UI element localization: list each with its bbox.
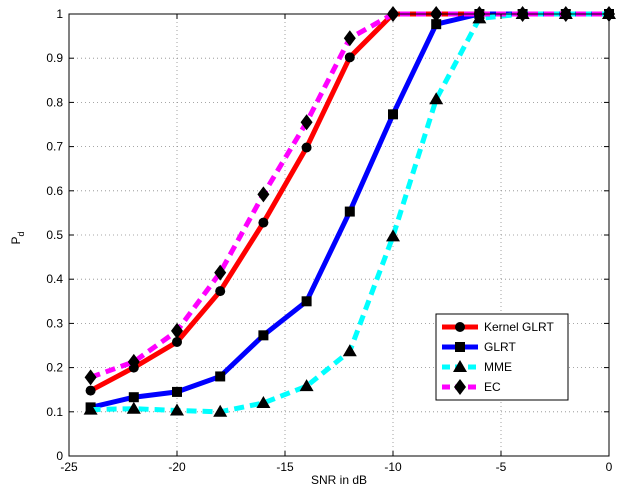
- legend-marker-ec: [454, 379, 466, 395]
- data-point-glrt: [344, 206, 355, 217]
- data-point-ec: [171, 322, 183, 339]
- ticks: -25 -20 -15 -10 -5 0 0 0.1 0.2 0.3 0.4 0.5 0.6 0.7 0.8…: [46, 7, 612, 474]
- legend-label-ec: EC: [484, 380, 501, 394]
- y-tick-label: 0: [56, 449, 63, 463]
- x-axis-label: SNR in dB: [311, 473, 367, 487]
- y-tick-label: 0.3: [46, 316, 63, 330]
- data-point-kernel-glrt: [215, 286, 226, 297]
- y-tick-label: 0.5: [46, 228, 63, 242]
- data-point-glrt: [258, 330, 269, 341]
- y-tick-label: 0.6: [46, 184, 63, 198]
- data-point-kernel-glrt: [258, 217, 269, 228]
- data-point-glrt: [388, 109, 398, 120]
- data-point-glrt: [301, 296, 312, 307]
- data-point-ec: [300, 114, 313, 131]
- y-tick-label: 0.4: [46, 272, 63, 286]
- data-point-mme: [342, 344, 357, 357]
- data-point-ec: [214, 264, 227, 281]
- x-tick-label: 0: [606, 460, 613, 474]
- y-axis-label: Pd: [9, 231, 26, 244]
- legend-label-mme: MME: [484, 360, 512, 374]
- legend-label-kernel-glrt: Kernel GLRT: [484, 320, 554, 334]
- data-point-ec: [257, 186, 270, 203]
- y-tick-label: 0.9: [46, 51, 63, 65]
- svg-text:Pd: Pd: [9, 231, 26, 244]
- data-point-kernel-glrt: [172, 336, 182, 347]
- data-point-mme: [386, 229, 400, 242]
- x-tick-label: -20: [168, 460, 186, 474]
- data-point-mme: [213, 404, 228, 417]
- data-point-mme: [170, 403, 184, 416]
- data-point-mme: [299, 379, 314, 392]
- data-point-ec: [343, 30, 356, 47]
- x-tick-label: -25: [60, 460, 78, 474]
- data-point-mme: [256, 395, 271, 408]
- y-axis-label-main: P: [9, 237, 23, 245]
- data-point-glrt: [128, 392, 139, 403]
- y-tick-label: 1: [56, 7, 63, 21]
- data-point-ec: [127, 353, 140, 370]
- data-point-glrt: [431, 19, 442, 30]
- data-point-mme: [126, 401, 141, 414]
- y-axis-label-sub: d: [16, 231, 26, 236]
- y-tick-label: 0.8: [46, 95, 63, 109]
- data-point-kernel-glrt: [344, 52, 355, 63]
- y-tick-label: 0.1: [46, 405, 63, 419]
- legend: Kernel GLRT GLRT MME EC: [435, 313, 569, 401]
- data-point-kernel-glrt: [85, 385, 96, 396]
- data-point-mme: [429, 92, 444, 105]
- legend-label-glrt: GLRT: [484, 340, 516, 354]
- legend-marker-glrt: [455, 342, 465, 352]
- data-point-kernel-glrt: [301, 142, 312, 153]
- x-tick-label: -10: [384, 460, 402, 474]
- data-point-glrt: [215, 371, 226, 382]
- x-tick-label: -5: [496, 460, 507, 474]
- legend-marker-kernel-glrt: [455, 322, 465, 332]
- y-tick-label: 0.2: [46, 361, 63, 375]
- data-point-mme: [83, 402, 98, 415]
- data-point-ec: [84, 369, 97, 386]
- legend-marker-mme: [453, 360, 467, 372]
- y-tick-label: 0.7: [46, 140, 63, 154]
- data-point-glrt: [172, 386, 182, 397]
- x-tick-label: -15: [276, 460, 294, 474]
